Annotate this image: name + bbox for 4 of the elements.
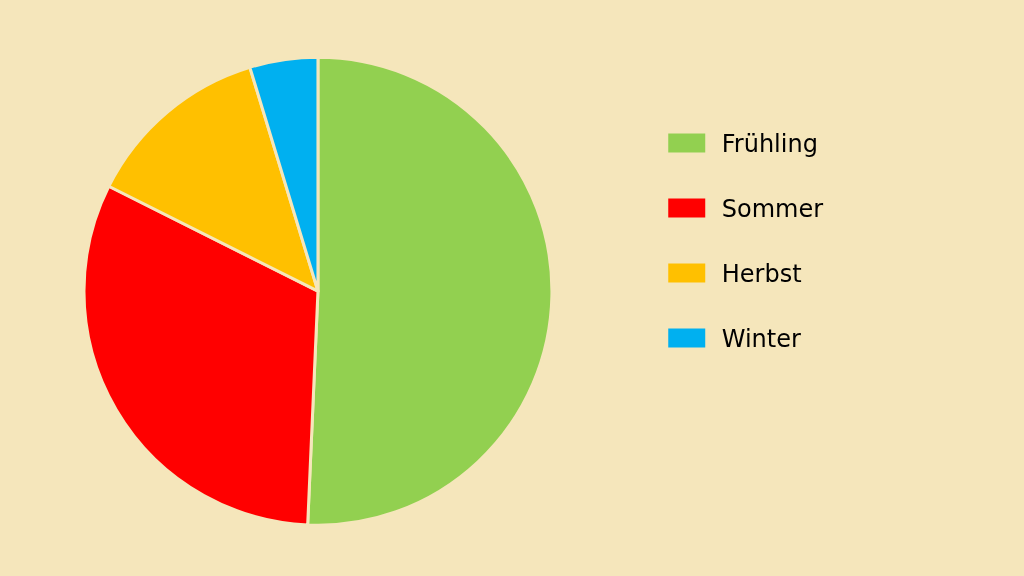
legend-label: Winter: [721, 325, 801, 354]
legend-label: Sommer: [721, 195, 824, 224]
legend-label: Frühling: [721, 130, 818, 159]
legend-label: Herbst: [721, 260, 802, 289]
